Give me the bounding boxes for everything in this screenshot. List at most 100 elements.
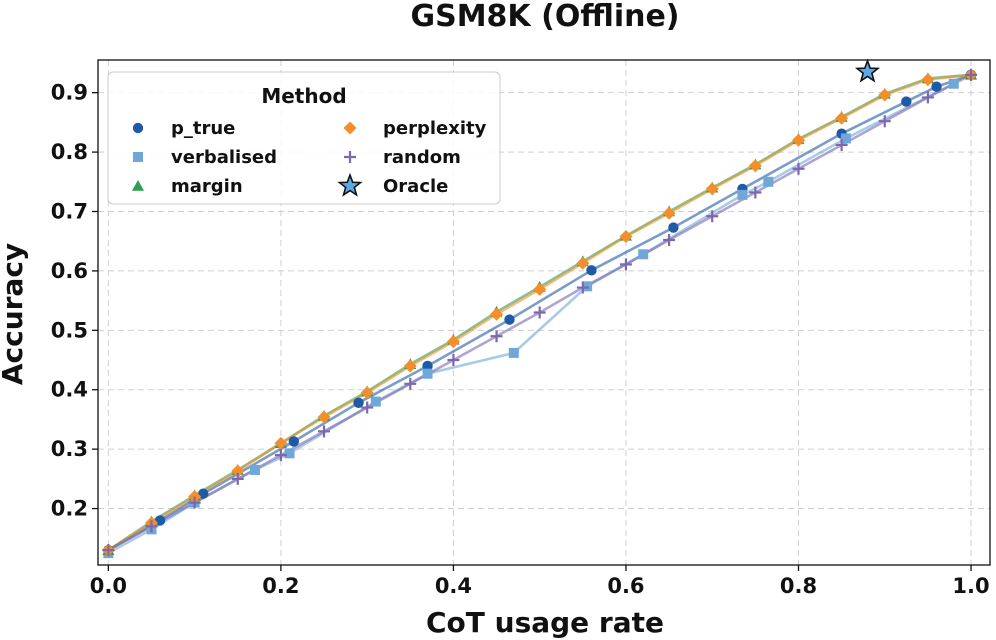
data-point-perplexity xyxy=(533,282,547,296)
data-point-random xyxy=(361,401,374,414)
data-point-random xyxy=(404,377,417,390)
legend-marker-margin xyxy=(132,180,144,191)
data-point-random xyxy=(447,354,460,367)
data-point-perplexity xyxy=(878,88,892,102)
y-tick-label: 0.3 xyxy=(51,437,88,461)
x-tick-label: 0.2 xyxy=(262,574,299,598)
data-point-random xyxy=(921,91,934,104)
y-tick-label: 0.2 xyxy=(51,497,88,521)
y-tick-label: 0.9 xyxy=(51,81,88,105)
legend-marker-oracle xyxy=(337,172,363,197)
data-point-p-true xyxy=(353,397,364,409)
data-point-random xyxy=(619,258,632,271)
grid xyxy=(98,60,990,565)
legend-item-perplexity: perplexity xyxy=(343,118,487,139)
data-point-p-true xyxy=(586,265,597,276)
data-point-random xyxy=(792,162,805,175)
data-point-p-true xyxy=(288,436,300,447)
x-tick-label: 0.6 xyxy=(607,574,644,598)
data-point-perplexity xyxy=(446,335,460,349)
data-point-verbalised xyxy=(370,396,381,407)
data-point-random xyxy=(835,138,848,151)
data-point-perplexity xyxy=(490,307,504,321)
data-point-verbalised xyxy=(422,368,433,379)
legend-item-p-true: p_true xyxy=(132,118,235,139)
legend-marker-perplexity xyxy=(343,121,357,135)
legend-label-margin: margin xyxy=(171,176,243,197)
data-point-verbalised xyxy=(250,464,261,475)
data-point-random xyxy=(231,472,244,485)
legend-marker-p-true xyxy=(132,122,144,134)
data-point-perplexity xyxy=(274,436,288,450)
data-point-verbalised xyxy=(737,189,748,200)
y-tick-label: 0.5 xyxy=(51,318,88,342)
y-tick-label: 0.4 xyxy=(51,378,88,402)
data-point-perplexity xyxy=(576,256,590,270)
data-point-random xyxy=(965,68,978,81)
data-point-p-true xyxy=(668,222,679,233)
x-axis-ticks: 0.0 0.2 0.4 0.6 0.8 1.0 xyxy=(90,565,990,598)
legend: Method p_true verbalised margin perplexity ra… xyxy=(107,71,501,205)
data-point-verbalised xyxy=(948,78,959,89)
plot-frame xyxy=(97,59,991,566)
series-line-p-true xyxy=(107,73,972,552)
x-axis-label: CoT usage rate xyxy=(426,606,664,639)
legend-marker-verbalised xyxy=(133,152,143,162)
y-tick-label: 0.8 xyxy=(51,140,88,164)
legend-label-random: random xyxy=(383,147,461,168)
data-point-random xyxy=(490,330,503,343)
data-point-perplexity xyxy=(835,111,849,125)
data-point-verbalised xyxy=(284,448,295,459)
y-axis-ticks: 0.2 0.3 0.4 0.5 0.6 0.7 0.8 0.9 xyxy=(51,81,98,521)
data-point-verbalised xyxy=(508,347,519,358)
data-point-p-true xyxy=(422,360,433,372)
data-point-perplexity xyxy=(231,464,245,478)
data-point-random xyxy=(318,425,331,438)
legend-marker-random xyxy=(344,151,356,163)
legend-label-perplexity: perplexity xyxy=(383,118,487,139)
legend-item-oracle: Oracle xyxy=(337,172,448,197)
y-tick-label: 0.6 xyxy=(51,259,88,283)
data-point-random xyxy=(274,449,287,462)
data-point-p-true xyxy=(931,81,942,92)
data-point-perplexity xyxy=(662,206,676,220)
data-point-p-true xyxy=(504,314,515,325)
data-point-perplexity xyxy=(403,359,417,373)
x-tick-label: 0.4 xyxy=(435,574,472,598)
data-point-perplexity xyxy=(921,73,935,87)
legend-item-margin: margin xyxy=(132,176,243,197)
series-markers xyxy=(101,68,978,559)
data-point-verbalised xyxy=(763,176,774,187)
data-point-random xyxy=(533,306,546,319)
data-point-random xyxy=(576,281,589,294)
data-point-p-true xyxy=(901,96,912,107)
data-point-random xyxy=(102,544,115,557)
data-point-perplexity xyxy=(705,182,719,196)
x-tick-label: 0.8 xyxy=(780,574,817,598)
data-point-perplexity xyxy=(317,410,331,424)
data-point-perplexity xyxy=(360,386,374,400)
x-tick-label: 0.0 xyxy=(90,574,127,598)
legend-label-verbalised: verbalised xyxy=(171,147,277,168)
data-point-verbalised xyxy=(638,249,649,260)
data-point-random xyxy=(878,115,891,128)
oracle-point xyxy=(854,58,881,83)
data-point-random xyxy=(188,496,201,509)
y-tick-label: 0.7 xyxy=(51,200,88,224)
chart-title: GSM8K (Offline) xyxy=(410,0,679,34)
data-point-perplexity xyxy=(619,229,633,243)
legend-item-random: random xyxy=(344,147,461,168)
x-tick-label: 1.0 xyxy=(952,574,989,598)
data-point-verbalised xyxy=(582,281,593,292)
y-axis-label: Accuracy xyxy=(0,243,29,385)
data-point-perplexity xyxy=(791,133,805,147)
data-point-verbalised xyxy=(840,133,851,144)
legend-box xyxy=(107,71,501,205)
data-point-random xyxy=(145,520,158,533)
legend-item-verbalised: verbalised xyxy=(133,147,277,168)
data-point-random xyxy=(663,234,676,247)
oracle-group xyxy=(854,58,881,83)
data-point-random xyxy=(749,186,762,199)
legend-title: Method xyxy=(261,84,346,108)
